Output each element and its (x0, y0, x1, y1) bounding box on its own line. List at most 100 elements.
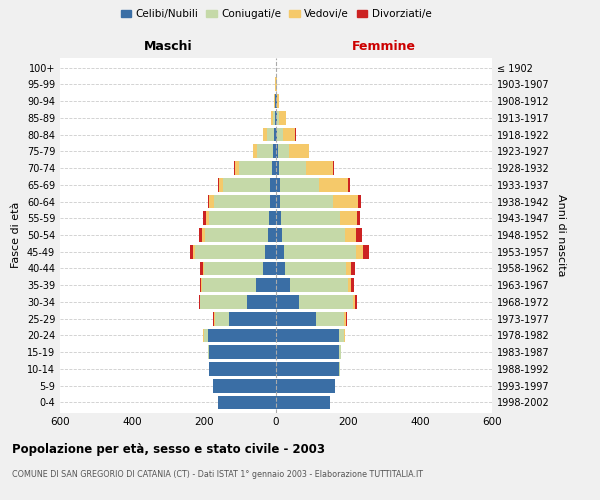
Bar (277, 111, 278, 124)
Bar (278, 111, 286, 124)
Bar (276, 111, 277, 124)
Bar (277, 128, 283, 141)
Bar (213, 379, 276, 392)
Bar (344, 312, 346, 326)
Text: Maschi: Maschi (143, 40, 193, 54)
Bar (280, 194, 332, 208)
Bar (339, 328, 344, 342)
Bar (281, 212, 340, 225)
Bar (270, 178, 276, 192)
Bar (190, 245, 193, 258)
Bar (348, 278, 351, 292)
Bar (223, 178, 270, 192)
Bar (199, 295, 200, 309)
Bar (256, 278, 276, 292)
Bar (273, 111, 275, 124)
Bar (263, 128, 267, 141)
Bar (276, 312, 316, 326)
Bar (276, 396, 330, 409)
Bar (208, 346, 209, 359)
Bar (276, 228, 283, 242)
Bar (276, 379, 335, 392)
Bar (234, 161, 235, 175)
Bar (208, 194, 209, 208)
Bar (218, 396, 276, 409)
Bar (356, 228, 362, 242)
Bar (276, 212, 281, 225)
Bar (253, 144, 257, 158)
Bar (276, 346, 339, 359)
Bar (275, 94, 276, 108)
Bar (355, 295, 357, 309)
Bar (271, 111, 273, 124)
Bar (363, 245, 368, 258)
Bar (265, 245, 276, 258)
Bar (276, 144, 278, 158)
Bar (350, 262, 355, 276)
Bar (218, 178, 219, 192)
Bar (346, 312, 347, 326)
Bar (276, 245, 284, 258)
Bar (276, 262, 285, 276)
Bar (285, 262, 346, 276)
Bar (272, 161, 276, 175)
Bar (235, 161, 239, 175)
Bar (206, 212, 209, 225)
Bar (339, 346, 341, 359)
Bar (203, 328, 204, 342)
Bar (204, 262, 263, 276)
Bar (209, 194, 214, 208)
Bar (214, 194, 269, 208)
Bar (280, 178, 319, 192)
Bar (195, 245, 265, 258)
Bar (316, 312, 344, 326)
Bar (273, 144, 276, 158)
Bar (276, 94, 277, 108)
Bar (276, 178, 280, 192)
Bar (214, 312, 215, 326)
Bar (203, 262, 204, 276)
Bar (339, 362, 340, 376)
Bar (209, 212, 269, 225)
Bar (319, 178, 348, 192)
Bar (358, 194, 361, 208)
Bar (274, 94, 275, 108)
Bar (267, 128, 274, 141)
Bar (219, 178, 223, 192)
Bar (353, 295, 355, 309)
Bar (284, 245, 356, 258)
Bar (204, 328, 208, 342)
Bar (332, 194, 358, 208)
Bar (275, 111, 276, 124)
Bar (199, 228, 202, 242)
Bar (289, 144, 309, 158)
Bar (202, 278, 256, 292)
Bar (283, 228, 346, 242)
Bar (276, 78, 277, 91)
Bar (200, 295, 247, 309)
Bar (277, 94, 279, 108)
Bar (269, 212, 276, 225)
Bar (200, 278, 202, 292)
Bar (274, 128, 276, 141)
Bar (263, 262, 276, 276)
Text: Popolazione per età, sesso e stato civile - 2003: Popolazione per età, sesso e stato civil… (12, 442, 325, 456)
Bar (215, 312, 229, 326)
Bar (202, 228, 205, 242)
Bar (276, 194, 280, 208)
Bar (276, 295, 299, 309)
Legend: Celibi/Nubili, Coniugati/e, Vedovi/e, Divorziati/e: Celibi/Nubili, Coniugati/e, Vedovi/e, Di… (116, 5, 436, 24)
Bar (239, 161, 272, 175)
Bar (346, 228, 356, 242)
Bar (247, 295, 276, 309)
Bar (268, 228, 276, 242)
Bar (276, 278, 290, 292)
Bar (257, 144, 273, 158)
Bar (283, 128, 295, 141)
Bar (344, 328, 345, 342)
Bar (276, 362, 339, 376)
Bar (208, 328, 276, 342)
Bar (205, 228, 268, 242)
Bar (269, 194, 276, 208)
Bar (209, 362, 276, 376)
